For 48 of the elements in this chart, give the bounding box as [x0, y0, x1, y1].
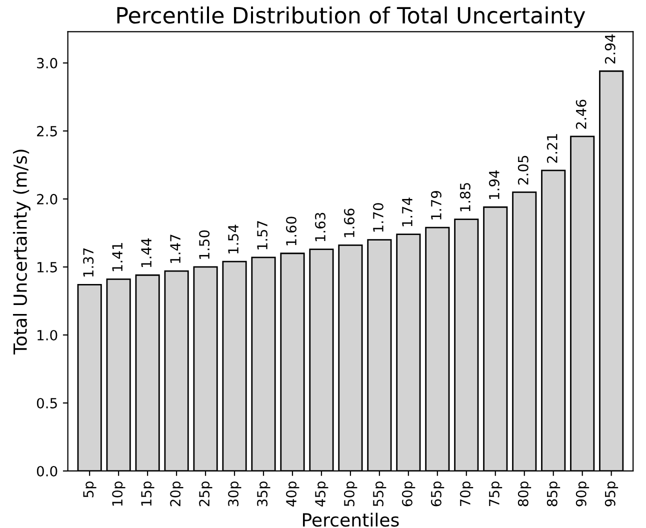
x-tick-label: 5p: [83, 481, 96, 498]
data-label: 1.70: [372, 203, 384, 232]
text: 0.5: [36, 398, 57, 408]
data-label: 1.44: [141, 238, 152, 268]
data-label: 1.94: [488, 170, 500, 200]
text: 1.0: [38, 330, 58, 340]
data-label: 1.47: [170, 234, 180, 263]
data-label: 1.41: [112, 242, 122, 272]
x-tick-label: 60p: [402, 481, 416, 506]
text: 2.0: [37, 194, 58, 204]
chart-title: Percentile Distribution of Total Uncertainty: [117, 6, 586, 28]
text: 0.0: [36, 466, 58, 476]
data-label: 2.05: [518, 156, 528, 185]
data-label: 1.37: [83, 248, 94, 277]
x-tick-label: 25p: [199, 481, 212, 506]
data-label: 2.46: [576, 100, 586, 129]
data-label: 1.74: [402, 198, 412, 226]
x-tick-label: 85p: [546, 481, 560, 506]
y-axis-title: Total Uncertainty (m/s): [12, 150, 30, 355]
x-tick-label: 65p: [430, 481, 444, 506]
x-tick-label: 15p: [141, 481, 154, 506]
data-label: 1.50: [199, 230, 210, 259]
text: 1.5: [38, 262, 57, 272]
text: 3.0: [37, 58, 58, 68]
data-label: 1.66: [344, 208, 354, 238]
x-tick-label: 90p: [576, 481, 590, 506]
x-tick-label: 35p: [257, 481, 270, 506]
x-tick-label: 20p: [170, 481, 184, 506]
x-tick-label: 45p: [315, 481, 328, 507]
x-tick-label: 80p: [518, 481, 532, 506]
x-tick-label: 95p: [604, 481, 618, 506]
data-label: 1.57: [257, 221, 268, 250]
x-tick-label: 75p: [489, 481, 502, 506]
x-axis-title: Percentiles: [302, 512, 399, 527]
data-label: 1.54: [228, 224, 239, 254]
data-label: 1.60: [286, 216, 297, 246]
data-label: 1.63: [314, 212, 326, 242]
data-label: 1.79: [430, 190, 442, 220]
data-label: 2.21: [546, 134, 558, 163]
x-tick-label: 10p: [112, 481, 126, 506]
x-tick-label: 50p: [344, 481, 358, 506]
data-label: 1.85: [460, 183, 470, 212]
x-tick-label: 55p: [373, 481, 386, 506]
x-tick-label: 40p: [286, 481, 300, 507]
data-label: 2.94: [604, 34, 616, 64]
text: 2.5: [37, 126, 57, 136]
x-tick-label: 30p: [228, 481, 242, 506]
x-tick-label: 70p: [460, 481, 474, 506]
